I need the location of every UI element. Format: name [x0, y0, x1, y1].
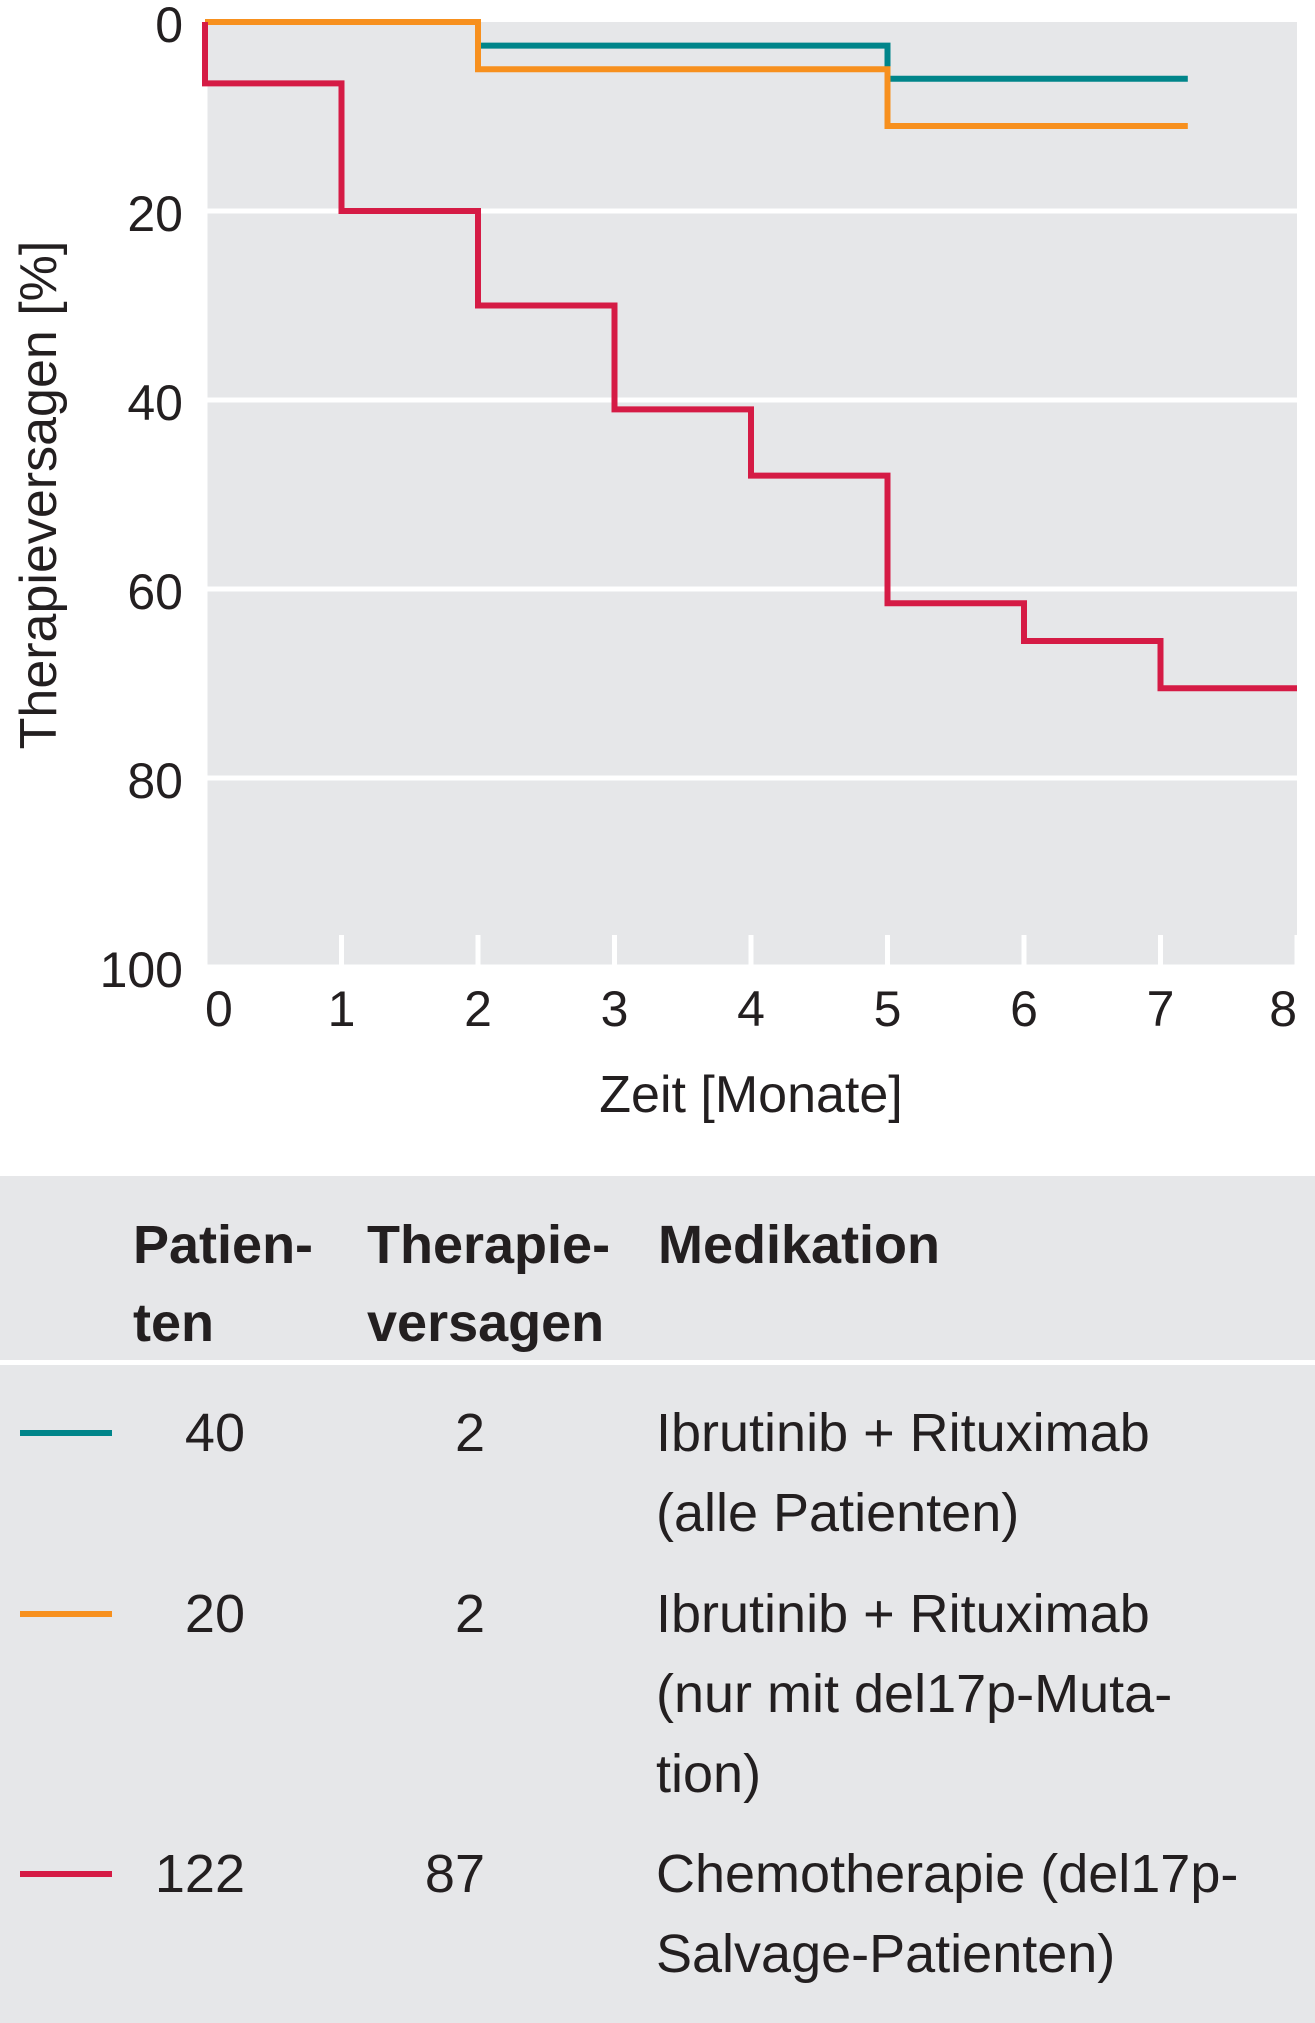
- therapieversagen-value: 2: [454, 1584, 485, 1644]
- header-patienten: Patien-ten: [133, 1215, 314, 1353]
- header-medikation: Medikation: [658, 1215, 941, 1275]
- medikation-value: Ibrutinib + Rituximab (nur mit del17p-Mut…: [656, 1584, 1173, 1804]
- therapieversagen-value: 2: [454, 1403, 485, 1463]
- y-tick-label: 20: [127, 186, 183, 242]
- legend-swatch-teal: [20, 1430, 112, 1436]
- y-tick-label: 0: [155, 0, 183, 53]
- x-tick-label: 1: [328, 981, 356, 1037]
- x-tick-label: 3: [601, 981, 629, 1037]
- y-tick-label: 40: [127, 375, 183, 431]
- medikation-value: Chemotherapie (del17p- Salvage-Patienten): [656, 1844, 1239, 1984]
- patienten-value: 122: [154, 1844, 245, 1904]
- x-tick-label: 5: [874, 981, 902, 1037]
- x-tick-label: 0: [205, 981, 233, 1037]
- series-line-1: [205, 19, 1188, 129]
- y-axis-title: Therapieversagen [%]: [10, 241, 68, 750]
- x-tick-label: 2: [464, 981, 492, 1037]
- x-tick-label: 8: [1269, 981, 1297, 1037]
- patienten-value: 20: [184, 1584, 245, 1644]
- x-tick-label: 7: [1147, 981, 1175, 1037]
- header-therapieversagen: Therapie-versagen: [367, 1215, 611, 1353]
- legend-swatch-red: [20, 1871, 112, 1877]
- x-tick-label: 6: [1010, 981, 1038, 1037]
- y-tick-label: 60: [127, 564, 183, 620]
- patienten-value: 40: [184, 1403, 245, 1463]
- chart: 0 20 40 60 80 100 0 1 2 3 4 5 6 7 8 Zeit [Monate] The…: [10, 0, 1297, 1124]
- series-line-2: [202, 22, 1297, 692]
- legend-swatch-orange: [20, 1611, 112, 1617]
- therapieversagen-value: 87: [424, 1844, 485, 1904]
- y-tick-label: 80: [127, 753, 183, 809]
- header-divider: [0, 1360, 1315, 1365]
- medikation-value: Ibrutinib + Rituximab (alle Patienten): [656, 1403, 1150, 1543]
- x-axis-title: Zeit [Monate]: [599, 1066, 902, 1124]
- x-tick-label: 4: [737, 981, 765, 1037]
- y-tick-label: 100: [100, 942, 183, 998]
- plot-area: [205, 22, 1297, 967]
- legend-table: Patien-ten Therapie-versagen Medikation …: [0, 1176, 1315, 2023]
